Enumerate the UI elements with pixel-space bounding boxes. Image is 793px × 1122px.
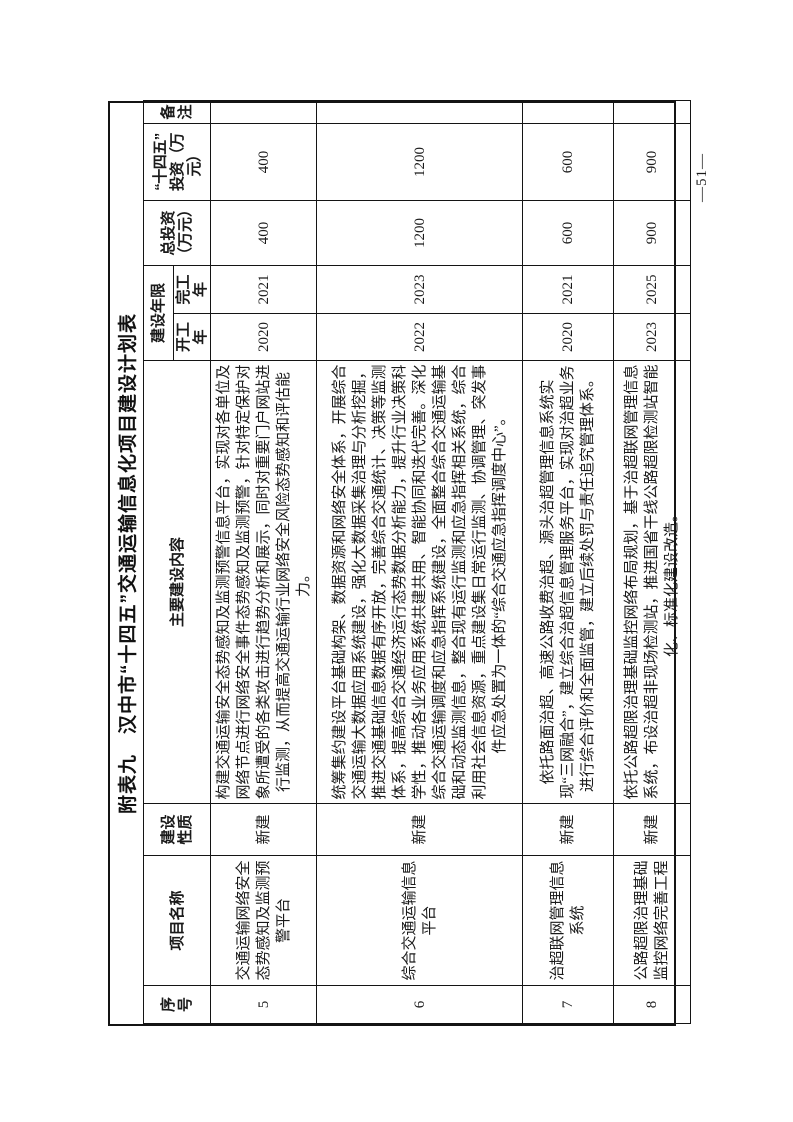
row-project-name: 治超联网管理信息 系统 [522,855,614,986]
header-start-year: 开工年 [173,313,211,361]
row-seq: 6 [316,985,523,1024]
header-period: 建设年限 [143,265,174,361]
header-total-investment: 总投资 （万元） [143,200,211,266]
row-nature: 新建 [613,803,691,856]
project-plan-table: 序 号 项目名称 建设 性质 主要建设内容 建设年限 总投资 （万元） “十四五… [143,100,691,1024]
header-seq: 序 号 [143,985,211,1024]
row-fyp-investment: 900 [613,123,691,201]
page-number: —51— [694,153,710,202]
row-total-investment: 600 [522,200,614,266]
row-seq: 8 [613,985,691,1024]
table-row: 7 治超联网管理信息 系统 新建 依托路面治超、高速公路收费治超、源头治超管理信… [522,100,614,1024]
row-total-investment: 900 [613,200,691,266]
row-start-year: 2020 [210,313,317,361]
row-end-year: 2025 [613,265,691,314]
table-title: 附表九 汉中市“十四五”交通运输信息化项目建设计划表 [118,313,139,815]
row-end-year: 2021 [210,265,317,314]
header-note: 备 注 [143,100,211,124]
row-nature: 新建 [210,803,317,856]
row-seq: 7 [522,985,614,1024]
row-fyp-investment: 600 [522,123,614,201]
row-nature: 新建 [316,803,523,856]
row-end-year: 2021 [522,265,614,314]
row-note [613,100,691,124]
row-start-year: 2022 [316,313,523,361]
header-nature: 建设 性质 [143,803,211,856]
row-nature: 新建 [522,803,614,856]
row-total-investment: 400 [210,200,317,266]
row-start-year: 2020 [522,313,614,361]
header-fyp-investment: “十四五” 投资（万元） [143,123,211,201]
row-content: 依托公路超限治理基础监控网络布局规划，基于治超联网管理信息系统，布设治超非现场检… [613,360,691,804]
row-note [316,100,523,124]
row-note [522,100,614,124]
header-end-year: 完工年 [173,265,211,314]
row-end-year: 2023 [316,265,523,314]
table-frame: 附表九 汉中市“十四五”交通运输信息化项目建设计划表 序 号 项目名称 建设 性… [108,100,691,1026]
row-project-name: 综合交通运输信息 平台 [316,855,523,986]
row-seq: 5 [210,985,317,1024]
rotated-table-block: 附表九 汉中市“十四五”交通运输信息化项目建设计划表 序 号 项目名称 建设 性… [108,100,691,1026]
table-row: 6 综合交通运输信息 平台 新建 统筹集约建设平台基础构架、数据资源和网络安全体… [316,100,523,1024]
header-content: 主要建设内容 [143,360,211,804]
table-row: 5 交通运输网络安全 态势感知及监测预 警平台 新建 构建交通运输安全态势感知及… [210,100,317,1024]
row-content: 依托路面治超、高速公路收费治超、源头治超管理信息系统实现“三网融合”，建立综合治… [522,360,614,804]
row-start-year: 2023 [613,313,691,361]
row-project-name: 公路超限治理基础 监控网络完善工程 [613,855,691,986]
table-row: 8 公路超限治理基础 监控网络完善工程 新建 依托公路超限治理基础监控网络布局规… [613,100,691,1024]
row-fyp-investment: 400 [210,123,317,201]
row-note [210,100,317,124]
row-project-name: 交通运输网络安全 态势感知及监测预 警平台 [210,855,317,986]
row-content: 构建交通运输安全态势感知及监测预警信息平台，实现对各单位及网络节点进行网络安全事… [210,360,317,804]
header-project-name: 项目名称 [143,855,211,986]
row-fyp-investment: 1200 [316,123,523,201]
row-total-investment: 1200 [316,200,523,266]
row-content: 统筹集约建设平台基础构架、数据资源和网络安全体系，开展综合交通运输大数据应用系统… [316,360,523,804]
